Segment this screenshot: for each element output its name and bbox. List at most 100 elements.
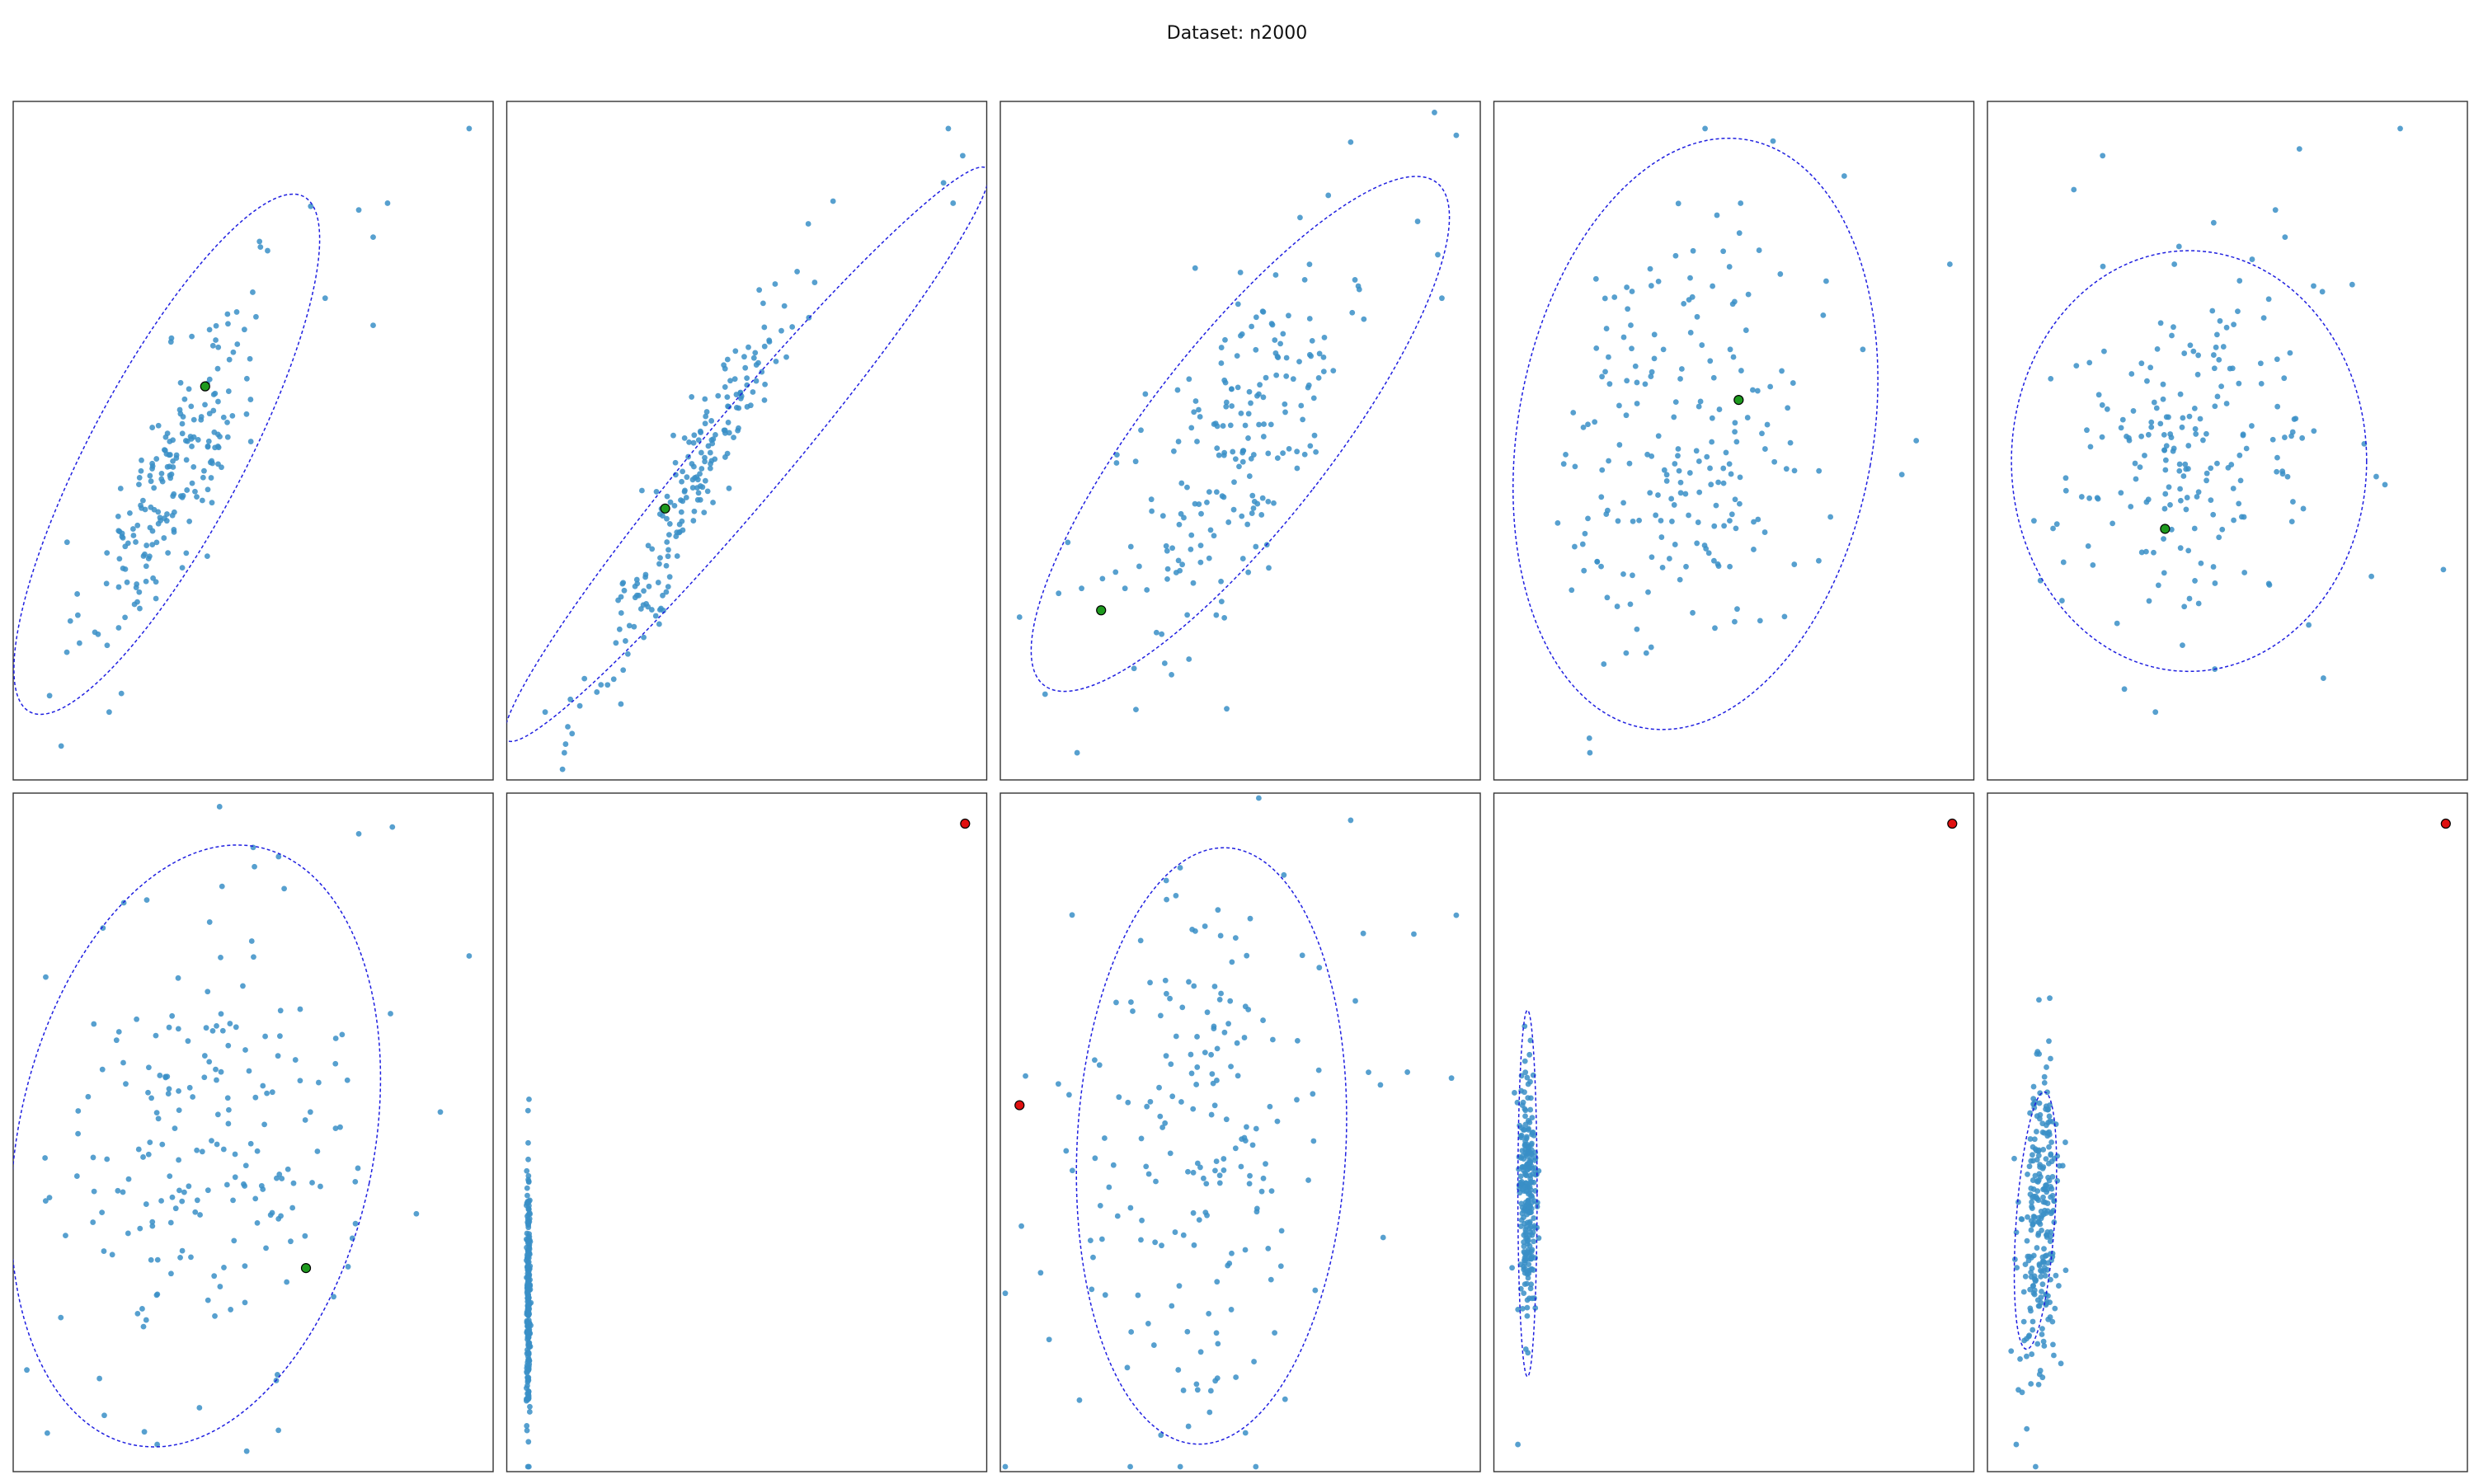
data-point <box>171 509 177 515</box>
data-point <box>2177 497 2184 504</box>
data-point <box>2040 1338 2047 1345</box>
data-point <box>2212 580 2218 586</box>
data-point <box>2321 675 2326 681</box>
data-point <box>279 1176 285 1181</box>
data-point <box>230 349 237 355</box>
data-point <box>1201 1175 1206 1181</box>
data-point <box>466 125 473 132</box>
data-point <box>527 1403 533 1410</box>
data-point <box>206 919 213 925</box>
data-point <box>1675 200 1681 207</box>
data-point <box>1827 514 1834 520</box>
confidence-ellipse <box>2011 250 2368 673</box>
data-point <box>2157 420 2164 427</box>
data-point <box>1629 345 1634 352</box>
data-point <box>721 427 727 434</box>
data-point <box>1534 1224 1540 1231</box>
data-point <box>2087 444 2094 450</box>
data-point <box>691 432 698 439</box>
data-point <box>1197 542 1204 549</box>
data-point <box>678 497 684 504</box>
data-point <box>2029 1199 2034 1205</box>
data-point <box>1214 1045 1221 1052</box>
data-point <box>2382 481 2388 488</box>
data-point <box>1236 463 1242 470</box>
data-point <box>1529 1295 1536 1302</box>
data-point <box>214 365 221 372</box>
data-point <box>228 1307 234 1313</box>
data-point <box>206 411 213 417</box>
data-point <box>2177 545 2184 552</box>
data-point <box>1604 594 1611 601</box>
data-point <box>561 749 567 756</box>
data-point <box>332 1036 339 1041</box>
data-point <box>218 1068 224 1075</box>
data-point <box>1254 500 1261 507</box>
data-point <box>2194 371 2201 378</box>
data-point <box>1749 387 1756 393</box>
data-point <box>1325 192 1332 199</box>
data-point <box>186 519 193 524</box>
data-point <box>1174 387 1181 393</box>
data-point <box>2015 1199 2021 1205</box>
data-point <box>683 495 689 500</box>
data-point <box>1147 1098 1154 1105</box>
data-point <box>562 741 569 747</box>
data-point <box>1098 1236 1105 1242</box>
data-point <box>2128 371 2135 377</box>
data-point <box>1649 453 1655 459</box>
data-point <box>642 571 649 578</box>
data-point <box>1671 414 1677 420</box>
data-point <box>1560 461 1567 467</box>
data-point <box>1526 1158 1533 1164</box>
data-point <box>1188 546 1194 552</box>
data-point <box>1523 1172 1530 1179</box>
data-point <box>2235 308 2241 315</box>
data-point <box>1260 1175 1267 1181</box>
data-point <box>147 472 153 479</box>
data-point <box>778 327 784 334</box>
data-point <box>1096 1062 1103 1068</box>
data-point <box>2038 1294 2044 1301</box>
plot-area <box>2011 125 2447 716</box>
data-point <box>2195 600 2202 607</box>
data-point <box>134 1016 140 1022</box>
data-point <box>2281 375 2288 382</box>
data-point <box>1309 337 1315 344</box>
data-point <box>153 1032 159 1039</box>
data-point <box>1519 1210 1526 1217</box>
data-point <box>1521 1239 1527 1246</box>
data-point <box>243 411 250 417</box>
data-point <box>122 566 129 572</box>
data-point <box>1253 1125 1259 1132</box>
data-point <box>302 1233 308 1239</box>
data-point <box>542 709 548 716</box>
data-point <box>1761 446 1768 452</box>
data-point <box>1676 467 1682 474</box>
data-point <box>1168 1061 1174 1068</box>
data-point <box>1702 125 1708 132</box>
data-point <box>171 491 177 497</box>
data-point <box>175 974 181 981</box>
data-point <box>209 342 216 349</box>
data-point <box>2192 578 2198 584</box>
data-point <box>726 430 732 436</box>
data-point <box>247 355 253 362</box>
data-point <box>215 444 222 451</box>
data-point <box>2162 491 2169 497</box>
data-point <box>297 1006 303 1012</box>
data-point <box>277 1033 283 1040</box>
data-point <box>1185 1168 1191 1175</box>
data-point <box>1745 291 1752 298</box>
data-point <box>664 493 670 500</box>
data-point <box>707 465 713 472</box>
data-point <box>1349 309 1356 316</box>
data-point <box>1063 1148 1070 1154</box>
data-point <box>2212 403 2218 410</box>
data-point <box>1167 995 1173 1002</box>
data-point <box>183 457 190 463</box>
data-point <box>2037 1174 2044 1180</box>
data-point <box>158 476 165 482</box>
data-point <box>120 1189 126 1195</box>
axes-frame <box>1493 792 1975 1472</box>
